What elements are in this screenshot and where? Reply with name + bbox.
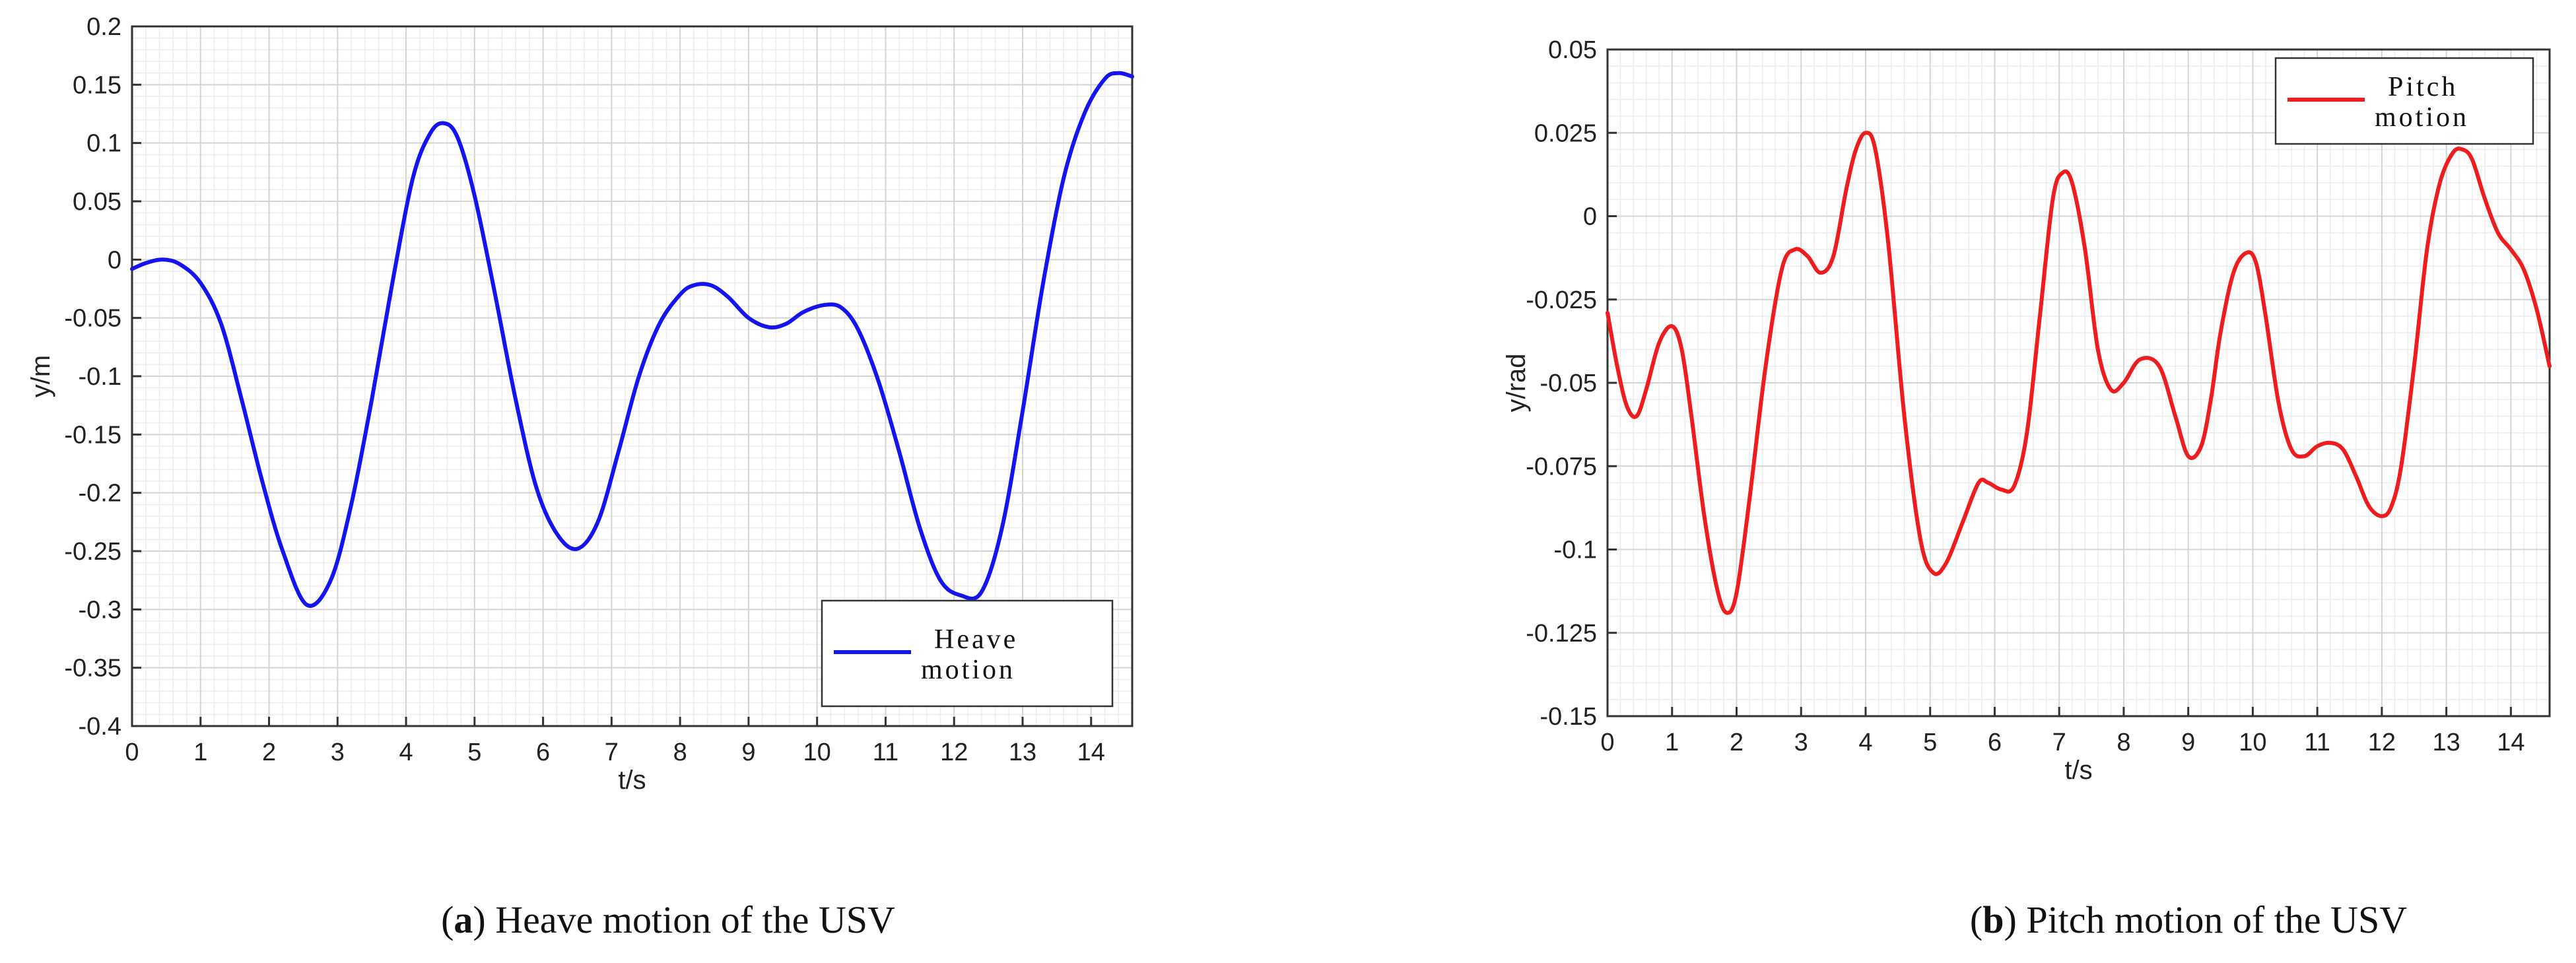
x-tick-label: 1 [193,739,207,766]
caption-b: (b) Pitch motion of the USV [1970,898,2407,941]
x-tick-label: 0 [1600,729,1614,756]
y-tick-label: -0.05 [64,305,121,333]
y-tick-label: 0.05 [1548,36,1597,64]
y-tick-label: -0.3 [79,596,121,624]
x-tick-label: 14 [1077,739,1105,766]
x-tick-label: 2 [1730,729,1744,756]
legend-label: motion [921,655,1015,685]
series-line-heave [130,71,1134,608]
y-tick-label: 0.05 [73,188,121,216]
y-tick-label: -0.125 [1526,620,1597,648]
y-tick-label: 0.15 [73,71,121,99]
x-tick-label: 12 [940,739,968,766]
legend-label: Pitch [2388,72,2458,102]
x-tick-label: 7 [2052,729,2066,756]
series-line-pitch [1606,131,2552,615]
legend-label: Heave [934,624,1018,655]
x-tick-label: 8 [2117,729,2130,756]
caption-b-letter: b [1983,898,2004,941]
y-axis-label: y/m [26,355,55,397]
pitch-chart: 0 1 2 3 4 5 6 7 8 9 10 11 12 13 140.050.0250-0.025-0.0… [1502,36,2552,785]
x-tick-label: 10 [2239,729,2266,756]
y-tick-label: -0.05 [1540,370,1597,397]
y-tick-label: -0.2 [79,480,121,508]
x-tick-label: 6 [1988,729,2002,756]
y-tick-label: -0.15 [1540,703,1597,731]
y-tick-label: -0.075 [1526,453,1597,481]
x-tick-label: 3 [331,739,345,766]
y-tick-label: -0.1 [79,363,121,391]
y-tick-label: 0 [108,246,121,274]
caption-b-text: Pitch motion of the USV [2026,898,2407,941]
caption-a: (a) Heave motion of the USV [441,898,895,941]
x-tick-label: 5 [467,739,481,766]
x-tick-label: 11 [873,739,898,766]
legend-label: motion [2375,102,2469,133]
caption-a-letter: a [454,898,473,941]
y-tick-label: -0.1 [1554,537,1597,564]
caption-a-text: Heave motion of the USV [495,898,895,941]
y-tick-label: -0.4 [79,713,121,741]
x-tick-label: 5 [1923,729,1937,756]
x-axis-label: t/s [2064,756,2092,785]
x-tick-label: 14 [2497,729,2525,756]
x-tick-label: 8 [673,739,687,766]
y-tick-label: 0 [1583,203,1597,231]
x-tick-label: 9 [741,739,755,766]
x-tick-label: 12 [2368,729,2396,756]
x-tick-label: 7 [605,739,619,766]
x-tick-label: 4 [1858,729,1872,756]
x-axis-label: t/s [618,766,646,795]
y-tick-label: 0.025 [1534,119,1597,147]
y-tick-label: -0.15 [64,421,121,449]
x-tick-label: 10 [803,739,831,766]
x-tick-label: 13 [1009,739,1036,766]
y-axis-label: y/rad [1502,354,1531,413]
heave-chart: 0 1 2 3 4 5 6 7 8 9 10 11 12 13 140.20.150.10.050-0.05… [26,13,1134,795]
x-tick-label: 6 [536,739,550,766]
y-tick-label: -0.025 [1526,286,1597,314]
x-tick-label: 0 [125,739,139,766]
x-tick-label: 3 [1794,729,1808,756]
y-tick-label: -0.25 [64,538,121,566]
x-tick-label: 11 [2304,729,2330,756]
y-tick-label: 0.1 [86,130,121,158]
y-tick-label: -0.35 [64,655,121,682]
x-tick-label: 4 [399,739,413,766]
x-tick-label: 1 [1665,729,1679,756]
x-tick-label: 9 [2181,729,2195,756]
y-tick-label: 0.2 [86,13,121,41]
x-tick-label: 2 [262,739,276,766]
x-tick-label: 13 [2432,729,2460,756]
